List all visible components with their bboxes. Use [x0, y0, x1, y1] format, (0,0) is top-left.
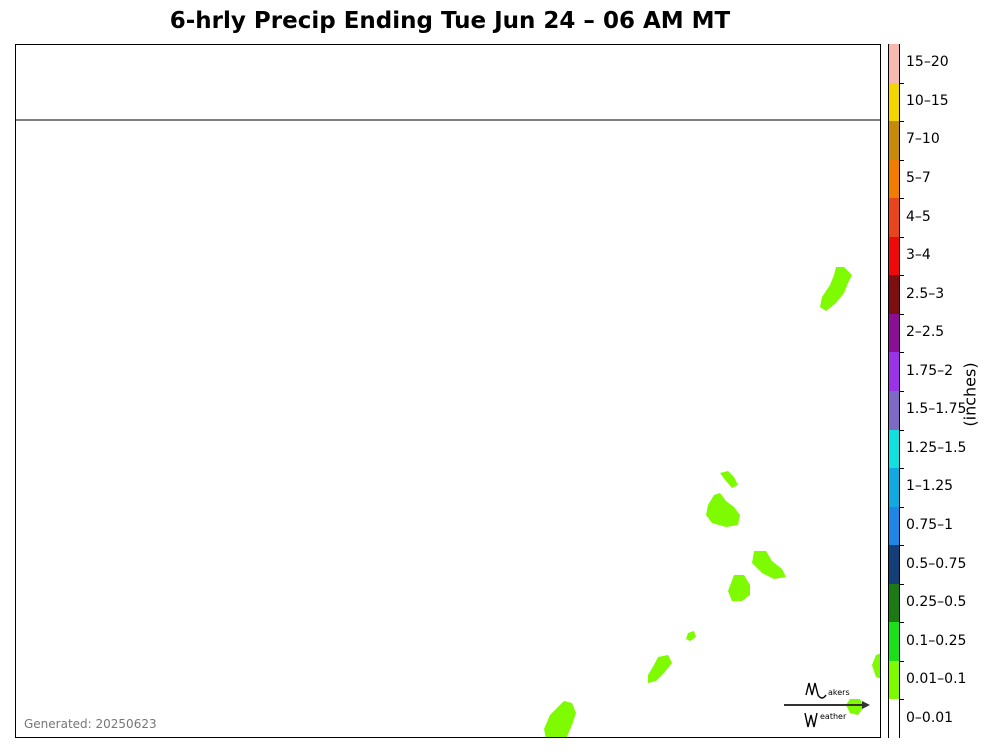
- legend-swatch: [889, 236, 899, 276]
- legend-label: 2.5–3: [906, 285, 945, 302]
- legend-label: 0–0.01: [906, 709, 954, 726]
- precip-area: [820, 267, 852, 311]
- legend-tick: [899, 275, 904, 277]
- legend-tick: [899, 352, 904, 354]
- legend-swatch: [889, 660, 899, 700]
- legend-swatch: [889, 468, 899, 507]
- precip-area: [686, 631, 696, 641]
- precip-map: akers eather: [16, 119, 880, 737]
- precip-area: [846, 699, 864, 715]
- legend-tick: [899, 429, 904, 431]
- legend-tick: [899, 391, 904, 392]
- legend-swatch: [889, 121, 899, 160]
- legend-label: 7–10: [906, 131, 940, 148]
- legend-swatch: [889, 313, 899, 353]
- legend-label: 0.5–0.75: [906, 555, 967, 572]
- legend-tick: [899, 82, 904, 84]
- legend-swatch: [889, 159, 899, 199]
- legend-tick: [899, 198, 904, 200]
- legend-tick: [899, 159, 904, 161]
- map-title: 6-hrly Precip Ending Tue Jun 24 – 06 AM …: [169, 8, 731, 34]
- legend-swatch: [889, 545, 899, 584]
- legend-tick: [899, 699, 904, 701]
- legend-label: 0.1–0.25: [906, 632, 967, 649]
- legend-swatch: [889, 429, 899, 469]
- legend-label: 3–4: [906, 247, 931, 264]
- legend-tick: [899, 121, 904, 123]
- logo-bottom-text: eather: [820, 712, 847, 721]
- legend-label: 1.75–2: [906, 362, 954, 379]
- legend-label: 0.75–1: [906, 516, 954, 533]
- legend-swatch: [889, 352, 899, 391]
- legend-tick: [899, 468, 904, 470]
- precip-area: [872, 653, 880, 679]
- precip-area: [720, 471, 738, 488]
- legend-label: 1.25–1.5: [906, 439, 967, 456]
- legend-label: 10–15: [906, 92, 949, 109]
- legend-tick: [899, 506, 904, 508]
- legend-swatch: [889, 583, 899, 623]
- legend-label: 2–2.5: [906, 324, 945, 341]
- precip-area: [728, 575, 750, 601]
- legend-tick: [899, 236, 904, 238]
- legend-label: 4–5: [906, 208, 931, 225]
- precip-areas: [544, 267, 880, 737]
- legend-swatch: [889, 44, 899, 83]
- legend-label: 0.01–0.1: [906, 671, 967, 688]
- logo-top-text: akers: [828, 688, 850, 697]
- precip-area: [706, 493, 740, 527]
- legend-swatch: [889, 275, 899, 314]
- legend-swatch: [889, 391, 899, 430]
- legend-label: 15–20: [906, 54, 949, 71]
- legend-swatch: [889, 506, 899, 546]
- legend-swatch: [889, 82, 899, 122]
- generated-date: Generated: 20250623: [24, 717, 157, 731]
- legend-label: 0.25–0.5: [906, 594, 967, 611]
- legend-tick: [899, 313, 904, 315]
- legend-label: 1.5–1.75: [906, 401, 967, 418]
- legend-label: 1–1.25: [906, 478, 954, 495]
- legend-tick: [899, 583, 904, 585]
- units-label: (inches): [960, 362, 980, 427]
- legend-tick: [899, 622, 904, 624]
- legend-tick: [899, 545, 904, 547]
- precip-area: [752, 551, 786, 579]
- legend-label: 5–7: [906, 169, 931, 186]
- legend-swatch: [889, 198, 899, 237]
- map-area: akers eather Generated: 20250623: [15, 44, 881, 738]
- legend-swatch: [889, 699, 899, 738]
- makers-weather-logo: akers eather: [784, 682, 870, 728]
- legend-tick: [899, 660, 904, 662]
- precip-area: [648, 655, 672, 683]
- precip-area: [544, 701, 576, 737]
- legend-swatch: [889, 622, 899, 661]
